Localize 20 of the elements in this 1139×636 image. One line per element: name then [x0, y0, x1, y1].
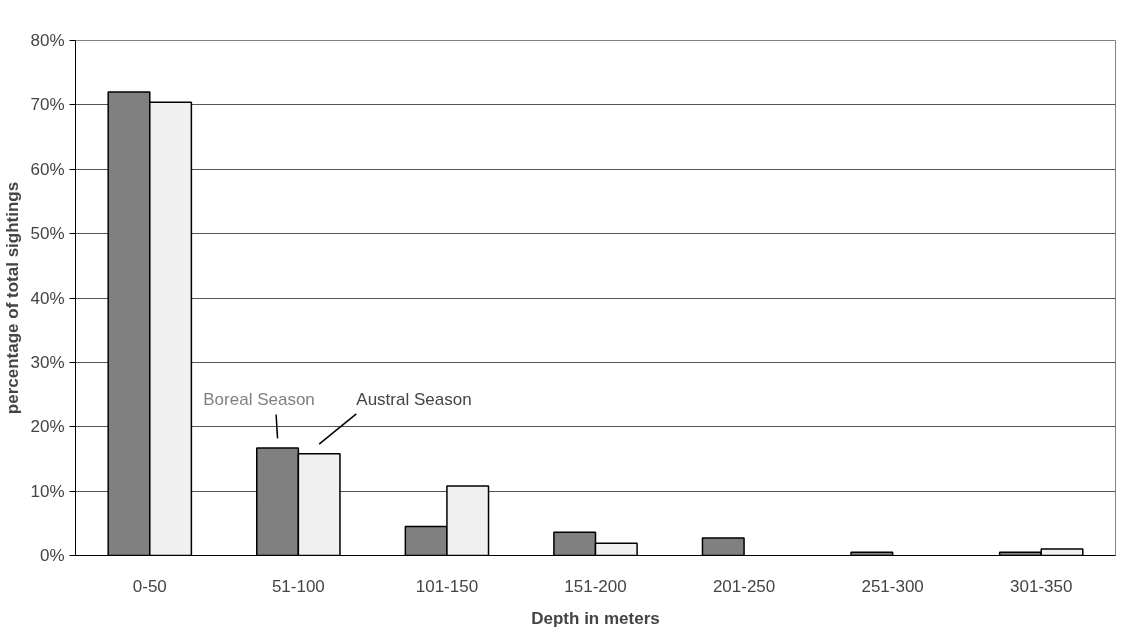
y-tick-label: 30% [30, 352, 65, 372]
text: Austral Season [356, 389, 472, 409]
y-tick-label: 20% [30, 417, 65, 437]
text: Boreal Season [203, 390, 315, 410]
y-tick-label: 50% [30, 224, 65, 244]
y-tick-label: 70% [30, 95, 65, 115]
y-tick-label: 80% [30, 31, 65, 50]
x-tick-label: 201-250 [712, 576, 776, 596]
y-tick-label: 10% [30, 481, 65, 501]
x-tick-label: 251-300 [861, 576, 924, 596]
y-tick-label: 0% [39, 546, 65, 565]
x-tick-label: 0-50 [132, 576, 167, 596]
y-tick-label: 60% [30, 159, 65, 179]
x-tick-label: 151-200 [564, 576, 627, 596]
x-tick-label: 301-350 [1010, 576, 1073, 596]
x-tick-label: 101-150 [415, 576, 479, 596]
x-tick-label: 51-100 [271, 576, 325, 596]
y-tick-label: 40% [30, 288, 65, 308]
x-axis-title: Depth in meters [531, 608, 660, 628]
y-axis-title: percentage of total sightings [3, 181, 23, 415]
